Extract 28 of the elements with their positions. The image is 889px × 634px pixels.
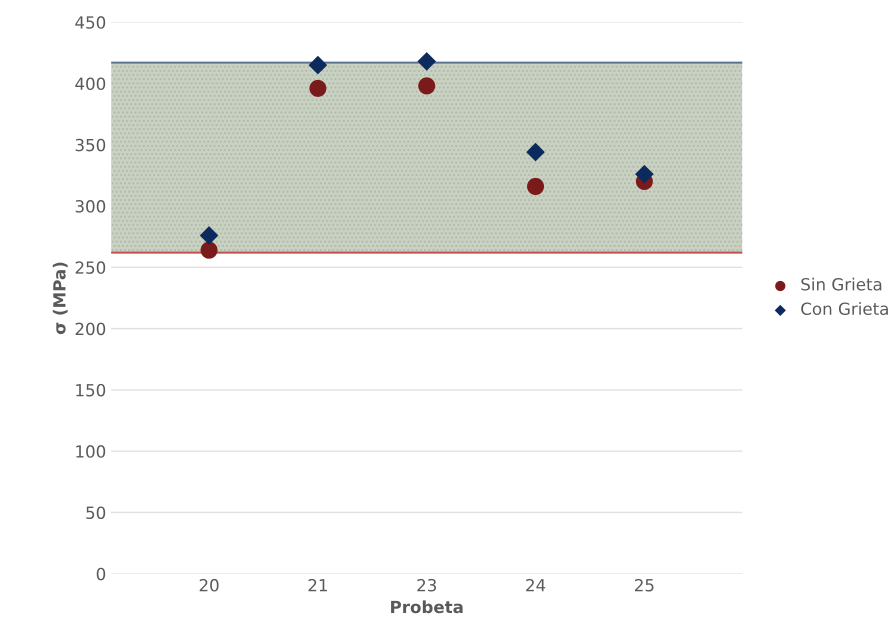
y-tick-label: 450 bbox=[75, 16, 106, 29]
x-tick-label: 25 bbox=[634, 578, 654, 592]
point bbox=[309, 80, 326, 97]
point bbox=[200, 226, 218, 245]
point bbox=[526, 142, 545, 162]
y-tick-label: 0 bbox=[96, 568, 106, 580]
point bbox=[418, 77, 436, 94]
y-tick-label: 400 bbox=[75, 77, 106, 90]
y-tick-label: 100 bbox=[76, 445, 106, 458]
point bbox=[527, 178, 544, 195]
x-tick-label: 24 bbox=[526, 578, 546, 592]
point bbox=[635, 164, 654, 184]
x-tick-label: 20 bbox=[200, 578, 219, 592]
y-tick-label: 300 bbox=[76, 200, 106, 213]
point bbox=[308, 56, 328, 74]
x-tick-label: 21 bbox=[308, 578, 327, 592]
x-axis-title: Probeta bbox=[391, 600, 463, 614]
legend-label: Sin Grieta bbox=[801, 278, 882, 291]
point bbox=[200, 242, 218, 259]
x-tick-label: 23 bbox=[417, 578, 436, 592]
point bbox=[417, 52, 436, 71]
y-tick-label: 250 bbox=[76, 261, 106, 274]
y-tick-label: 50 bbox=[86, 506, 106, 520]
y-axis-title: σ (MPa) bbox=[52, 262, 68, 334]
legend-label: Con Grieta bbox=[801, 302, 888, 316]
y-tick-label: 200 bbox=[76, 322, 106, 336]
y-tick-label: 150 bbox=[76, 384, 106, 396]
y-tick-label: 350 bbox=[76, 138, 106, 152]
